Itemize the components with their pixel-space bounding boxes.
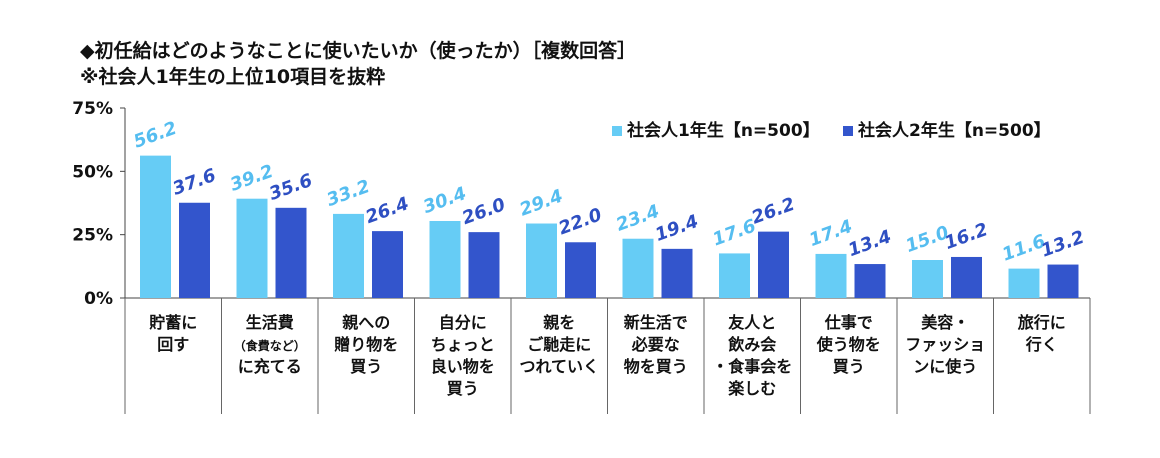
bar-year2 (758, 231, 789, 298)
category-label: 買う (350, 357, 382, 376)
category-label: 美容・ (921, 313, 969, 332)
bar-year1 (1008, 268, 1040, 298)
data-label: 17.6 (710, 215, 759, 250)
y-tick-label: 75% (72, 99, 113, 119)
bars (140, 155, 1079, 298)
bar-year2 (854, 264, 886, 298)
bar-year1 (815, 253, 847, 298)
chart-title: ◆初任給はどのようなことに使いたいか（使ったか）［複数回答］ (80, 39, 636, 62)
bar-year2 (179, 202, 210, 298)
data-label: 13.2 (1038, 227, 1087, 262)
category-label: ちょっと (431, 335, 495, 354)
chart-subtitle: ※社会人1年生の上位10項目を抜粋 (80, 65, 385, 88)
bar-year2 (468, 232, 500, 298)
category-label: ・食事会を (712, 357, 792, 376)
category-label: ンに使う (913, 357, 977, 376)
bar-year2 (951, 256, 982, 298)
data-label: 26.2 (749, 194, 798, 229)
bar-year2 (372, 231, 403, 298)
bar-year2 (661, 248, 693, 298)
data-label: 37.6 (170, 165, 219, 200)
category-label: 使う物を (816, 335, 881, 354)
category-label: 贈り物を (334, 335, 398, 354)
bar-year1 (333, 213, 364, 298)
category-label: 必要な (631, 335, 680, 354)
bar-year1 (140, 155, 171, 298)
legend-label-year2: 社会人2年生【n=500】 (857, 120, 1051, 141)
category-label: 飲み会 (727, 335, 776, 354)
category-label: 物を買う (624, 357, 688, 376)
category-label: 旅行に (1018, 313, 1066, 332)
data-label: 22.0 (556, 204, 605, 239)
category-label: に充てる (238, 357, 302, 376)
legend-swatch-year1 (612, 126, 622, 136)
data-label: 56.2 (131, 118, 180, 153)
data-label: 26.4 (363, 193, 412, 228)
category-label: 買う (447, 379, 479, 398)
bar-year2 (275, 207, 307, 298)
category-label: つれていく (519, 357, 599, 376)
category-label: 新生活で (624, 313, 688, 332)
category-label: （食費など） (234, 338, 306, 353)
bar-year2 (565, 242, 596, 298)
data-label: 33.2 (324, 176, 373, 211)
legend-label-year1: 社会人1年生【n=500】 (626, 120, 820, 141)
category-label: 行く (1025, 335, 1058, 354)
y-tick-label: 0% (84, 289, 113, 309)
legend: 社会人1年生【n=500】 社会人2年生【n=500】 (612, 120, 1051, 141)
category-label: ご馳走に (527, 335, 591, 354)
bar-year1 (719, 253, 750, 298)
category-label: 楽しむ (727, 379, 776, 398)
legend-swatch-year2 (843, 126, 853, 136)
category-label: 親への (342, 313, 390, 332)
bar-year1 (622, 238, 654, 298)
category-label: 貯蓄に (149, 313, 197, 332)
bar-year1 (429, 220, 461, 298)
y-tick-label: 50% (72, 162, 113, 182)
bar-year2 (1047, 264, 1079, 298)
category-label: 買う (833, 357, 865, 376)
category-label: 親を (543, 313, 575, 332)
data-label: 16.2 (942, 219, 991, 254)
category-label: 良い物を (431, 357, 495, 376)
bar-year1 (236, 198, 268, 298)
bar-year1 (912, 260, 943, 298)
data-label: 29.4 (517, 186, 566, 221)
category-label: 仕事で (824, 313, 873, 332)
category-label: 自分に (439, 313, 487, 332)
bar-year1 (526, 223, 557, 298)
category-labels: 貯蓄に回す生活費（食費など）に充てる親への贈り物を買う自分にちょっと良い物を買う… (149, 313, 1066, 398)
y-tick-label: 25% (72, 226, 113, 246)
category-label: ファッショ (905, 335, 985, 354)
category-label: 友人と (728, 313, 776, 332)
category-label: 生活費 (246, 313, 294, 332)
category-label: 回す (157, 335, 189, 354)
